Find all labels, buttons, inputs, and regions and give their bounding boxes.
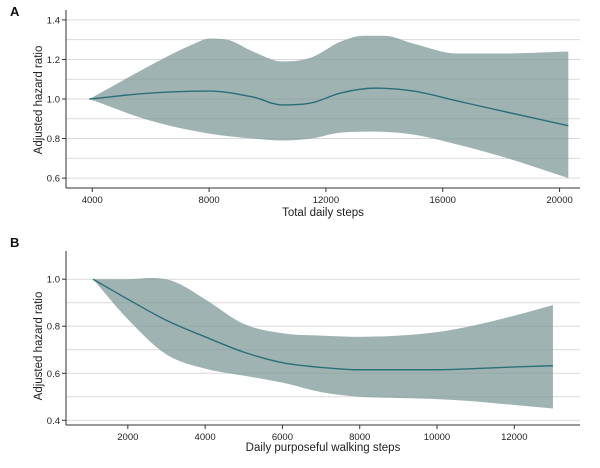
panel-a: A Adjusted hazard ratio Total daily step… [10, 4, 580, 219]
panel-b-confidence-band [93, 278, 553, 409]
panel-b-x-tick-label-4: 10000 [424, 432, 450, 443]
panel-b-hazard-ratio-line [92, 278, 553, 371]
panel-b-x-axis-title: Daily purposeful walking steps [246, 442, 401, 454]
panel-a-y-tick-label-1: 0.8 [47, 134, 60, 145]
panel-b-x-tick-label-1: 4000 [195, 432, 216, 443]
panel-a-x-tick-label-0: 4000 [82, 195, 103, 206]
panel-b-y-tick-label-3: 1.0 [47, 275, 60, 286]
panel-a-x-tick-label-4: 20000 [546, 195, 572, 206]
panel-b-x-tick-label-2: 6000 [272, 432, 293, 443]
panel-a-label: A [10, 4, 20, 19]
panel-a-y-tick-label-4: 1.4 [47, 15, 60, 26]
panel-b: B Adjusted hazard ratio Daily purposeful… [10, 235, 580, 454]
panel-a-y-tick-label-3: 1.2 [47, 55, 60, 66]
panel-b-y-tick-label-2: 0.8 [47, 322, 60, 333]
panel-a-x-axis-title: Total daily steps [282, 207, 364, 219]
panel-b-y-tick-label-1: 0.6 [47, 369, 60, 380]
panel-a-confidence-band [89, 35, 569, 179]
panel-b-x-tick-label-0: 2000 [117, 432, 138, 443]
panel-b-x-tick-label-5: 12000 [501, 432, 527, 443]
panel-b-y-axis-title: Adjusted hazard ratio [33, 292, 45, 401]
panel-a-x-tick-label-2: 12000 [313, 195, 339, 206]
panel-a-y-tick-label-0: 0.6 [47, 174, 60, 185]
panel-a-y-axis-title: Adjusted hazard ratio [33, 46, 45, 155]
panel-a-hazard-ratio-line [89, 87, 569, 127]
panel-b-y-tick-label-0: 0.4 [47, 416, 60, 427]
panel-a-y-tick-label-2: 1.0 [47, 95, 60, 106]
panel-b-label: B [10, 235, 19, 250]
panel-a-x-tick-label-1: 8000 [199, 195, 220, 206]
panel-b-x-tick-label-3: 8000 [349, 432, 370, 443]
panel-a-x-tick-label-3: 16000 [430, 195, 456, 206]
